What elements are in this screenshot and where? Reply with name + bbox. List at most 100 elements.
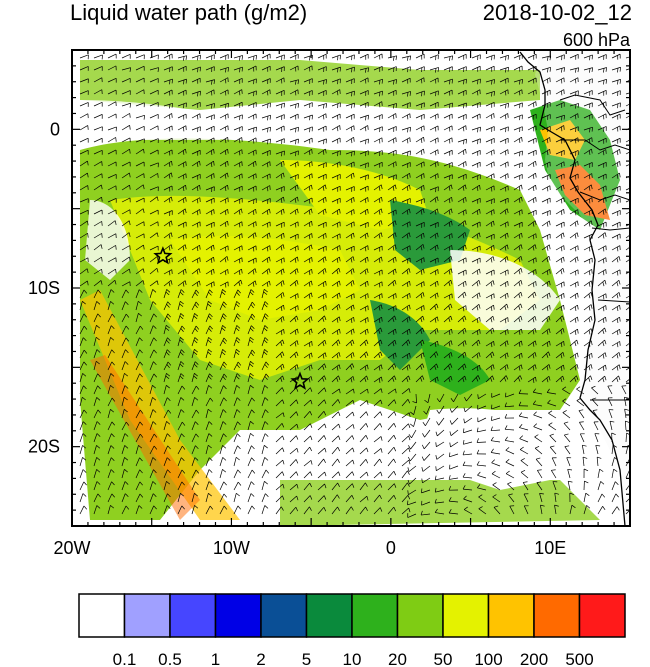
- wind-barb: [121, 172, 131, 179]
- wind-barb: [555, 293, 565, 300]
- wind-barb: [135, 385, 143, 395]
- wind-barb: [191, 433, 199, 443]
- wind-barb: [555, 221, 565, 228]
- wind-barb: [359, 293, 369, 300]
- wind-barb: [331, 411, 341, 419]
- wind-barb: [303, 387, 313, 395]
- wind-barb: [233, 268, 243, 275]
- wind-barb: [359, 101, 369, 108]
- wind-barb: [191, 173, 201, 180]
- wind-barb: [611, 269, 621, 276]
- datetime-label: 2018-10-02_12: [482, 0, 632, 25]
- wind-barb: [247, 433, 255, 443]
- wind-barb: [415, 66, 425, 73]
- wind-barb: [163, 78, 173, 85]
- wind-barb: [233, 149, 243, 156]
- wind-barb: [317, 162, 327, 168]
- wind-barb: [471, 339, 481, 347]
- wind-barb: [415, 339, 425, 347]
- wind-barb: [541, 210, 551, 216]
- wind-barb: [471, 126, 481, 133]
- wind-barb: [163, 232, 173, 239]
- wind-barb: [611, 245, 621, 252]
- wind-barb: [415, 161, 425, 168]
- wind-barb: [261, 268, 271, 275]
- lon-tick-label: 10E: [534, 538, 566, 558]
- wind-barb: [583, 304, 593, 311]
- wind-barb: [415, 53, 425, 60]
- wind-barb: [519, 423, 529, 431]
- wind-barb: [289, 221, 299, 228]
- wind-barb: [429, 137, 439, 144]
- wind-barb: [191, 138, 201, 144]
- wind-barb: [387, 399, 397, 407]
- wind-barb: [317, 423, 327, 431]
- wind-barb: [345, 102, 355, 109]
- wind-barb: [205, 89, 215, 96]
- wind-barb: [275, 268, 285, 275]
- wind-barb: [303, 65, 313, 72]
- wind-barb: [611, 352, 621, 359]
- wind-barb: [107, 77, 117, 83]
- wind-barb: [359, 150, 369, 157]
- wind-barb: [387, 293, 397, 300]
- wind-barb: [331, 208, 341, 215]
- wind-barb: [191, 126, 201, 133]
- wind-barb: [163, 172, 173, 179]
- wind-barb: [415, 305, 425, 312]
- wind-barb: [93, 289, 102, 299]
- wind-barb: [317, 196, 327, 204]
- wind-barb: [79, 409, 88, 419]
- wind-barb: [135, 184, 145, 191]
- wind-barb: [191, 54, 201, 61]
- lat-tick-label: 0: [50, 119, 60, 139]
- wind-barb: [79, 220, 89, 227]
- wind-barb: [373, 66, 383, 72]
- wind-barb: [611, 137, 621, 144]
- wind-barb: [429, 363, 439, 371]
- wind-barb: [149, 493, 157, 503]
- wind-barb: [499, 173, 509, 180]
- wind-barb: [443, 174, 453, 181]
- wind-barb: [317, 280, 327, 288]
- wind-barb: [541, 269, 551, 276]
- wind-barb: [121, 90, 131, 95]
- wind-barb: [149, 469, 157, 479]
- wind-barb: [233, 89, 243, 96]
- wind-barb: [555, 150, 565, 156]
- wind-barb: [462, 461, 473, 467]
- wind-barb: [373, 269, 383, 276]
- wind-barb: [555, 67, 565, 73]
- wind-barb: [135, 373, 143, 383]
- wind-barb: [555, 352, 565, 359]
- wind-barb: [583, 505, 591, 515]
- wind-barb: [191, 481, 199, 491]
- wind-barb: [79, 289, 88, 299]
- wind-barb: [289, 245, 299, 252]
- wind-barb: [303, 233, 313, 240]
- wind-barb: [79, 149, 89, 155]
- wind-barb: [93, 481, 101, 491]
- wind-barb: [177, 325, 186, 335]
- wind-barb: [401, 232, 411, 239]
- wind-barb: [317, 352, 327, 359]
- wind-barb: [275, 172, 285, 179]
- wind-barb: [555, 328, 565, 335]
- wind-barb: [443, 196, 453, 204]
- wind-barb: [401, 257, 411, 264]
- wind-barb: [373, 78, 383, 85]
- wind-barb: [93, 137, 103, 143]
- wind-barb: [107, 397, 116, 407]
- wind-barb: [625, 199, 630, 203]
- wind-barb: [233, 457, 240, 467]
- wind-barb: [303, 341, 313, 348]
- wind-barb: [261, 301, 269, 311]
- wind-barb: [163, 289, 171, 299]
- wind-barb: [261, 65, 271, 72]
- wind-barb: [401, 55, 412, 61]
- wind-barb: [450, 393, 459, 403]
- wind-barb: [303, 328, 313, 335]
- wind-barb: [373, 137, 383, 144]
- wind-barb: [275, 495, 285, 503]
